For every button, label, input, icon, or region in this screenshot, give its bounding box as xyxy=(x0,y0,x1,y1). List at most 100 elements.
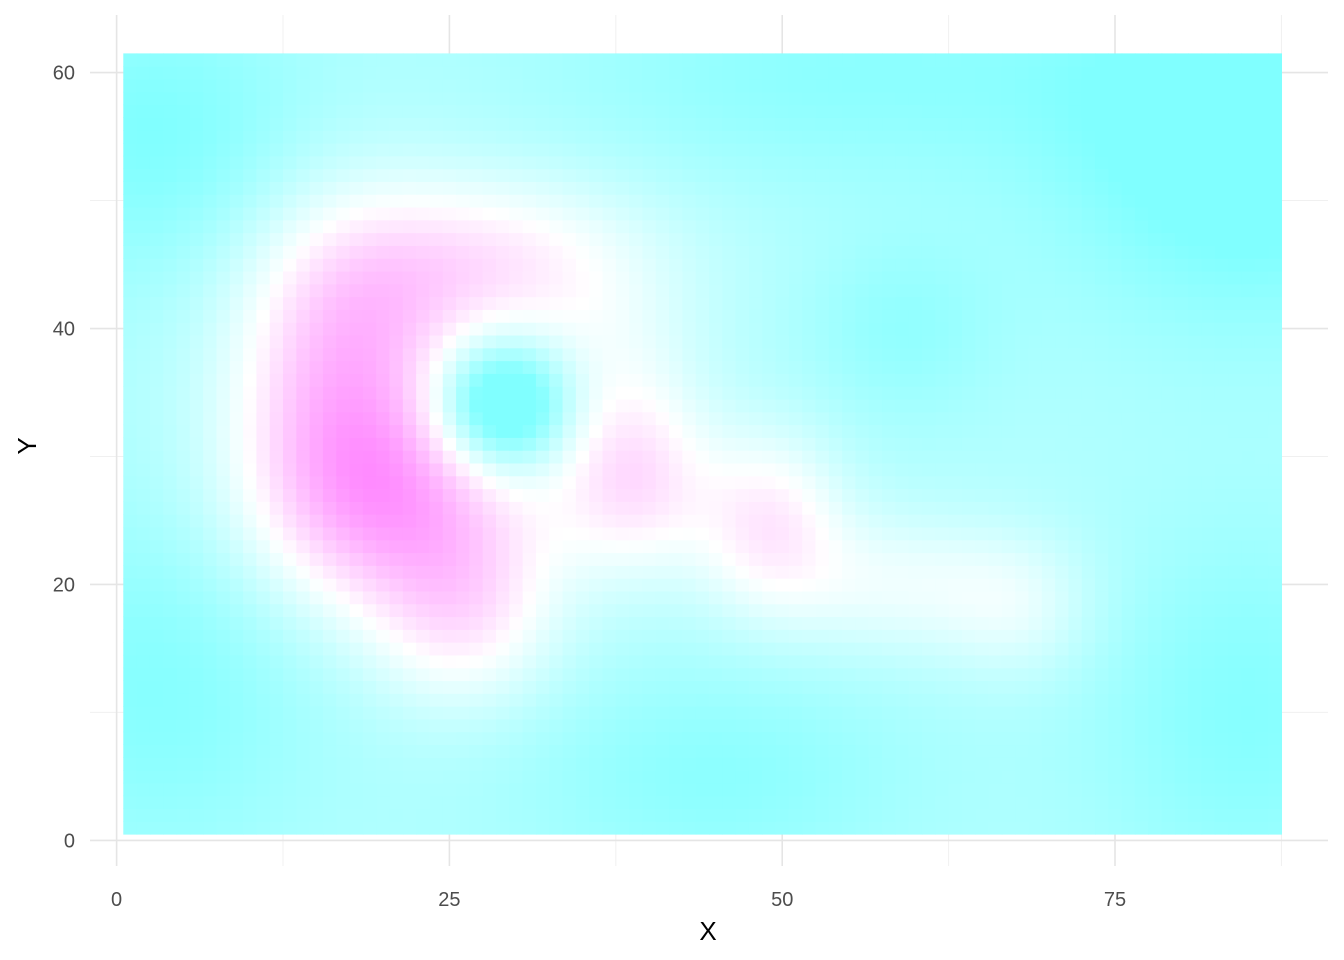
heatmap-tile xyxy=(882,437,896,451)
heatmap-tile xyxy=(615,770,630,784)
heatmap-tile xyxy=(163,232,178,246)
heatmap-tile xyxy=(975,731,990,746)
heatmap-tile xyxy=(1268,373,1283,387)
heatmap-tile xyxy=(136,795,151,810)
heatmap-tile xyxy=(1188,680,1203,694)
heatmap-tile xyxy=(629,488,644,502)
heatmap-tile xyxy=(815,642,830,656)
heatmap-tile xyxy=(1121,718,1136,733)
heatmap-tile xyxy=(562,590,577,605)
heatmap-tile xyxy=(1241,782,1256,797)
heatmap-tile xyxy=(362,526,377,541)
heatmap-tile xyxy=(429,565,444,579)
heatmap-tile xyxy=(1015,744,1030,758)
heatmap-tile xyxy=(762,373,777,387)
heatmap-tile xyxy=(868,590,883,605)
heatmap-tile xyxy=(975,104,990,118)
heatmap-tile xyxy=(176,539,191,554)
heatmap-tile xyxy=(496,590,510,605)
heatmap-tile xyxy=(309,142,324,157)
heatmap-tile xyxy=(908,424,923,438)
heatmap-tile xyxy=(655,680,670,694)
heatmap-tile xyxy=(948,731,963,746)
heatmap-tile xyxy=(1268,578,1283,592)
heatmap-tile xyxy=(1068,296,1083,310)
heatmap-tile xyxy=(748,104,763,118)
heatmap-tile xyxy=(1228,258,1243,272)
heatmap-tile xyxy=(376,642,391,656)
heatmap-tile xyxy=(1081,334,1096,349)
heatmap-tile xyxy=(1081,590,1096,605)
heatmap-tile xyxy=(935,424,950,438)
heatmap-tile xyxy=(695,194,710,208)
heatmap-tile xyxy=(416,424,431,438)
heatmap-tile xyxy=(615,654,630,669)
heatmap-tile xyxy=(1201,168,1216,182)
heatmap-tile xyxy=(1121,181,1136,195)
heatmap-tile xyxy=(908,309,923,323)
heatmap-tile xyxy=(256,706,271,720)
heatmap-tile xyxy=(1121,309,1136,323)
heatmap-tile xyxy=(908,258,923,272)
heatmap-tile xyxy=(402,194,417,208)
heatmap-tile xyxy=(921,616,936,630)
heatmap-tile xyxy=(855,808,870,822)
heatmap-tile xyxy=(642,398,657,413)
heatmap-tile xyxy=(362,718,377,733)
heatmap-tile xyxy=(762,795,777,810)
heatmap-tile xyxy=(336,373,351,387)
heatmap-tile xyxy=(842,514,857,528)
heatmap-tile xyxy=(868,450,883,464)
heatmap-tile xyxy=(855,411,870,426)
heatmap-tile xyxy=(775,117,790,131)
heatmap-tile xyxy=(296,155,311,170)
heatmap-tile xyxy=(935,539,950,554)
heatmap-tile xyxy=(1174,334,1189,349)
heatmap-tile xyxy=(602,117,617,131)
heatmap-tile xyxy=(336,590,351,605)
heatmap-tile xyxy=(229,680,244,694)
heatmap-tile xyxy=(535,142,550,157)
heatmap-tile xyxy=(442,347,457,362)
heatmap-tile xyxy=(1081,718,1096,733)
heatmap-tile xyxy=(1148,718,1163,733)
heatmap-tile xyxy=(788,130,803,144)
heatmap-tile xyxy=(402,629,417,643)
heatmap-tile xyxy=(815,347,830,362)
heatmap-tile xyxy=(842,526,857,541)
heatmap-tile xyxy=(815,629,830,643)
heatmap-tile xyxy=(269,296,284,310)
heatmap-tile xyxy=(176,642,191,656)
heatmap-tile xyxy=(629,245,644,259)
heatmap-tile xyxy=(895,782,910,797)
heatmap-tile xyxy=(629,808,644,822)
heatmap-tile xyxy=(535,104,550,118)
heatmap-tile xyxy=(1121,245,1136,259)
heatmap-tile xyxy=(469,168,484,182)
heatmap-tile xyxy=(549,488,564,502)
heatmap-tile xyxy=(1041,488,1056,502)
heatmap-tile xyxy=(669,104,683,118)
heatmap-tile xyxy=(562,718,577,733)
heatmap-tile xyxy=(535,130,550,144)
heatmap-tile xyxy=(695,808,710,822)
heatmap-tile xyxy=(908,142,923,157)
heatmap-tile xyxy=(283,706,297,720)
heatmap-tile xyxy=(123,667,138,682)
heatmap-tile xyxy=(961,309,976,323)
heatmap-tile xyxy=(1121,539,1136,554)
heatmap-tile xyxy=(988,667,1003,682)
heatmap-tile xyxy=(1268,475,1283,490)
heatmap-tile xyxy=(802,782,817,797)
heatmap-tile xyxy=(336,757,351,771)
heatmap-tile xyxy=(216,411,231,426)
heatmap-tile xyxy=(988,782,1003,797)
heatmap-tile xyxy=(1201,578,1216,592)
heatmap-tile xyxy=(1121,462,1136,477)
heatmap-tile xyxy=(362,386,377,400)
heatmap-tile xyxy=(456,565,470,579)
heatmap-tile xyxy=(575,526,590,541)
heatmap-tile xyxy=(243,795,257,810)
heatmap-tile xyxy=(1254,578,1269,592)
heatmap-tile xyxy=(1121,654,1136,669)
